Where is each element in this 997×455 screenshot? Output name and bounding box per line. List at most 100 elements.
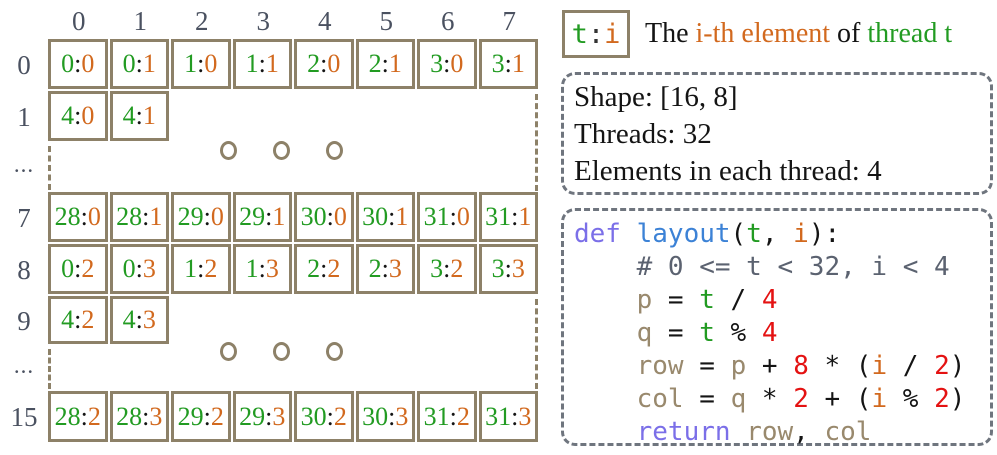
cell-thread-number: 4 (122, 305, 136, 334)
thread-element-cell: 31:2 (417, 391, 477, 442)
cell-element-index: 0 (210, 202, 224, 231)
cell-thread-number: 2 (368, 49, 382, 78)
cell-element-index: 0 (87, 202, 101, 231)
thread-element-cell: 30:0 (294, 192, 354, 242)
cell-separator: : (320, 49, 328, 78)
cell-thread-number: 30 (362, 202, 389, 231)
cell-thread-number: 2 (307, 49, 321, 78)
cell-separator: : (135, 305, 143, 334)
cell-separator: : (381, 254, 389, 283)
cell-separator: : (135, 254, 143, 283)
ellipsis-circle-icon (273, 141, 290, 160)
cell-thread-number: 31 (485, 401, 512, 431)
ellipsis-circle-icon (220, 342, 237, 361)
code-token-kw: return (636, 417, 731, 447)
grid-row: 15 28:2 28:3 29:2 29:3 30:2 30:3 31:2 31:3 (0, 391, 548, 444)
code-line: q = t % 4 (574, 317, 990, 350)
ellipsis-circle-icon (326, 141, 343, 160)
cell-element-index: 1 (142, 101, 156, 130)
thread-element-cell: 30:2 (294, 391, 354, 442)
thread-element-cell: 2:0 (294, 39, 354, 89)
cell-separator: : (265, 202, 273, 231)
cell-separator: : (74, 101, 82, 130)
thread-element-cell: 31:0 (417, 192, 477, 242)
cell-element-index: 2 (81, 254, 95, 283)
code-token-op: ) (949, 351, 966, 381)
cell-separator: : (74, 305, 82, 334)
cell-separator: : (203, 202, 211, 231)
column-header: 0 (72, 6, 86, 36)
cell-element-index: 2 (450, 254, 464, 283)
cell-element-index: 0 (81, 49, 95, 78)
code-token-op: = (683, 351, 731, 381)
cell-separator: : (388, 401, 396, 431)
code-token-op: / (887, 351, 935, 381)
code-line: return row, col (574, 416, 990, 449)
legend-caption: The i-th element of thread t (645, 10, 952, 58)
cell-thread-number: 31 (423, 202, 450, 231)
cell-element-index: 3 (518, 401, 532, 431)
cell-thread-number: 29 (239, 401, 266, 431)
cell-separator: : (449, 401, 457, 431)
cell-element-index: 1 (388, 49, 402, 78)
code-token-iv: i (793, 219, 809, 249)
column-header: 7 (502, 6, 517, 36)
code-token-op: ): (808, 219, 841, 249)
row-label: ... (13, 151, 35, 177)
cell-element-index: 0 (456, 202, 470, 231)
code-token-com: # 0 <= t < 32, i < 4 (574, 252, 950, 282)
code-token-var: col (824, 417, 872, 447)
cell-thread-number: 0 (122, 254, 136, 283)
row-label: 1 (17, 101, 31, 132)
cell-separator: : (326, 202, 334, 231)
cell-element-index: 1 (272, 202, 286, 231)
cell-element-index: 1 (142, 49, 156, 78)
code-line: # 0 <= t < 32, i < 4 (574, 251, 990, 284)
cell-thread-number: 4 (61, 305, 75, 334)
legend-colon: : (587, 18, 605, 50)
cell-separator: : (74, 254, 82, 283)
column-header: 2 (195, 6, 209, 36)
cell-thread-number: 1 (184, 254, 198, 283)
thread-element-cell: 28:2 (48, 391, 108, 442)
cell-element-index: 1 (149, 202, 163, 231)
thread-element-cell: 0:0 (48, 39, 108, 89)
thread-element-cell: 31:3 (478, 391, 538, 442)
cell-separator: : (449, 202, 457, 231)
grid-row: 7 28:0 28:1 29:0 29:1 30:0 30:1 31:0 31:1 (0, 192, 548, 244)
cell-element-index: 0 (333, 202, 347, 231)
row-label: ... (13, 352, 35, 378)
code-token-tv: t (699, 285, 715, 315)
shape-info-box: Shape: [16, 8] Threads: 32 Elements in eac… (561, 72, 993, 195)
cell-element-index: 3 (265, 254, 279, 283)
layout-code-box: def layout(t, i): # 0 <= t < 32, i < 4 p… (561, 208, 993, 449)
code-token-op: * ( (808, 351, 872, 381)
code-token-op: % (714, 318, 762, 348)
code-token-op: * (746, 384, 794, 414)
legend-caption-part: thread t (867, 18, 953, 49)
cell-separator: : (142, 401, 150, 431)
cell-separator: : (265, 401, 273, 431)
cell-element-index: 2 (210, 401, 224, 431)
thread-element-cell: 29:3 (232, 391, 292, 442)
cell-separator: : (203, 401, 211, 431)
legend-caption-part: The (645, 18, 696, 49)
code-token-var: row (746, 417, 794, 447)
code-token-op (731, 417, 747, 447)
column-header: 3 (256, 6, 271, 36)
ellipsis-circle-icon (273, 342, 290, 361)
cell-separator: : (504, 254, 512, 283)
legend-caption-part: i-th element (695, 18, 831, 49)
cell-separator: : (326, 401, 334, 431)
code-token-num: 2 (934, 384, 950, 414)
cell-element-index: 2 (456, 401, 470, 431)
cell-thread-number: 28 (54, 202, 81, 231)
cell-separator: : (504, 49, 512, 78)
cell-thread-number: 2 (368, 254, 382, 283)
cell-element-index: 3 (272, 401, 286, 431)
cell-thread-number: 31 (485, 202, 512, 231)
code-token-op: ( (730, 219, 747, 249)
thread-element-cell: 1:0 (171, 39, 231, 89)
